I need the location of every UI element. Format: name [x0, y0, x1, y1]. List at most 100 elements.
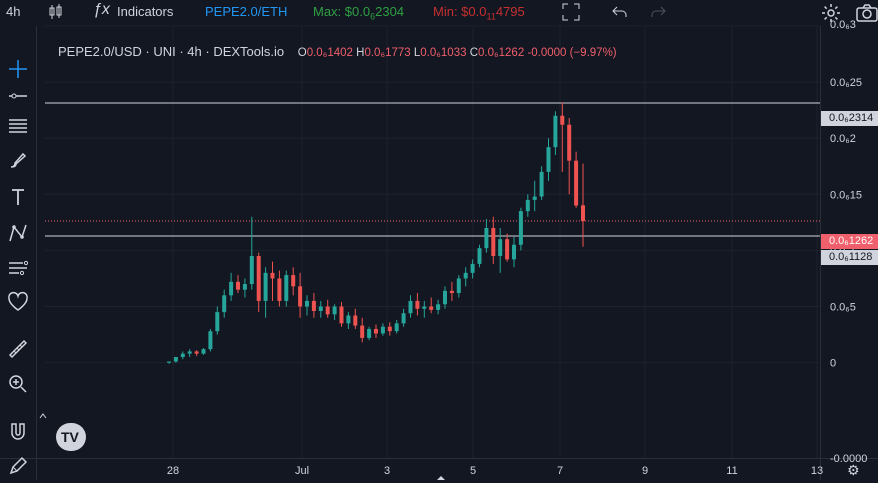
change-value: -0.0000 (−9.97%) — [527, 47, 617, 59]
candle-body — [581, 205, 585, 222]
zoom-icon[interactable] — [6, 372, 30, 396]
ruler-icon[interactable] — [6, 337, 30, 361]
y-tick-label: 0.0₆15 — [830, 189, 862, 201]
candle-body — [367, 328, 372, 338]
candle-body — [277, 278, 282, 301]
x-tick-label: 7 — [557, 465, 563, 477]
upper-line-price-tag: 0.0₆2314 — [821, 111, 878, 126]
candle-body — [194, 351, 199, 354]
candle-body — [173, 357, 178, 362]
candle-body — [456, 278, 461, 294]
undo-icon[interactable] — [612, 5, 628, 22]
prediction-icon[interactable] — [6, 255, 30, 279]
drawing-toolbar — [0, 40, 36, 480]
candle-body — [498, 239, 503, 257]
candle-body — [236, 281, 240, 290]
interval-selector[interactable]: 4h — [6, 4, 21, 19]
y-tick-label: 0.0₆3 — [830, 19, 856, 31]
redo-icon[interactable] — [650, 5, 666, 22]
candle-body — [394, 323, 399, 332]
max-price: Max: $0.062304 — [313, 4, 405, 22]
candle-body — [574, 160, 579, 206]
candle-body — [222, 295, 227, 313]
candle-body — [353, 315, 358, 326]
lock-pencil-icon[interactable] — [6, 454, 30, 478]
y-tick-label: 0 — [830, 358, 836, 370]
indicators-icon[interactable]: ƒx — [93, 1, 110, 18]
candle-body — [408, 300, 413, 314]
x-tick-label: 3 — [384, 465, 390, 477]
candle-body — [546, 147, 551, 172]
candle-body — [332, 306, 337, 315]
candle-body — [539, 171, 544, 197]
candle-body — [208, 331, 213, 350]
y-tick-label: 0.0₆2 — [830, 133, 856, 145]
close-value: 0.0₆1262 — [478, 47, 525, 59]
candle-body — [249, 256, 254, 285]
candle-body — [505, 239, 510, 260]
candle-body — [401, 313, 406, 324]
candle-body — [229, 281, 234, 296]
ohlc-values: O0.0₆1402 H0.0₆1773 L0.0₆1033 C0.0₆1262 … — [297, 47, 617, 59]
lower-line-price-tag: 0.0₆1128 — [821, 250, 878, 265]
candle-body — [380, 326, 385, 334]
candle-body — [567, 124, 572, 161]
indicators-button[interactable]: Indicators — [117, 4, 174, 19]
pattern-icon[interactable] — [6, 221, 30, 245]
candle-body — [374, 328, 378, 334]
candle-body — [436, 304, 441, 310]
candle-body — [532, 196, 537, 200]
candle-body — [201, 349, 206, 354]
candle-body — [463, 272, 468, 279]
candle-body — [256, 256, 261, 301]
open-value: 0.0₆1402 — [306, 47, 353, 59]
current-price-tag: 0.0₆1262 — [821, 234, 878, 249]
fib-icon[interactable] — [6, 114, 30, 138]
candle-body — [491, 227, 496, 257]
candle-body — [477, 248, 482, 264]
candle-body — [325, 306, 330, 315]
candle-body — [429, 306, 434, 310]
candle-type-icon[interactable] — [48, 3, 64, 24]
trend-line-icon[interactable] — [6, 83, 30, 107]
svg-text:TV: TV — [61, 429, 80, 445]
tradingview-logo[interactable]: TV — [56, 423, 86, 451]
camera-icon[interactable] — [856, 3, 878, 26]
candle-body — [415, 300, 420, 309]
candle-body — [512, 244, 516, 260]
min-price: Min: $0.0114795 — [433, 4, 525, 22]
candle-body — [167, 361, 171, 363]
x-tick-label: 13 — [811, 465, 823, 477]
candle-body — [305, 300, 309, 307]
candle-body — [360, 325, 365, 338]
candle-body — [263, 272, 268, 301]
x-tick-label: 9 — [642, 465, 648, 477]
crosshair-icon[interactable] — [6, 57, 30, 81]
heart-icon[interactable] — [6, 290, 30, 314]
candle-body — [311, 300, 316, 312]
candle-body — [553, 115, 558, 148]
high-value: 0.0₆1773 — [364, 47, 411, 59]
candle-body — [346, 315, 351, 324]
candle-body — [215, 312, 220, 332]
settings-gear-icon[interactable] — [821, 3, 841, 26]
pair-label[interactable]: PEPE2.0/ETH — [205, 4, 288, 19]
magnet-icon[interactable] — [6, 420, 30, 444]
candle-body — [484, 227, 489, 249]
x-tick-label: 11 — [726, 465, 737, 477]
brush-icon[interactable] — [6, 148, 30, 172]
candle-body — [180, 353, 185, 358]
top-toolbar: 4h ƒx Indicators PEPE2.0/ETH Max: $0.062… — [0, 0, 878, 26]
fullscreen-icon[interactable] — [562, 3, 580, 24]
y-tick-label: 0.0₆25 — [830, 77, 862, 89]
candle-body — [318, 306, 323, 312]
candle-body — [560, 115, 565, 125]
candle-body — [298, 286, 303, 307]
text-icon[interactable] — [6, 185, 30, 209]
candle-body — [525, 199, 530, 212]
y-tick-label: -0.0000 — [830, 453, 867, 465]
x-tick-label: 5 — [470, 465, 476, 477]
symbol-title: PEPE2.0/USD · UNI · 4h · DEXTools.io — [58, 44, 285, 59]
candle-body — [449, 290, 454, 294]
